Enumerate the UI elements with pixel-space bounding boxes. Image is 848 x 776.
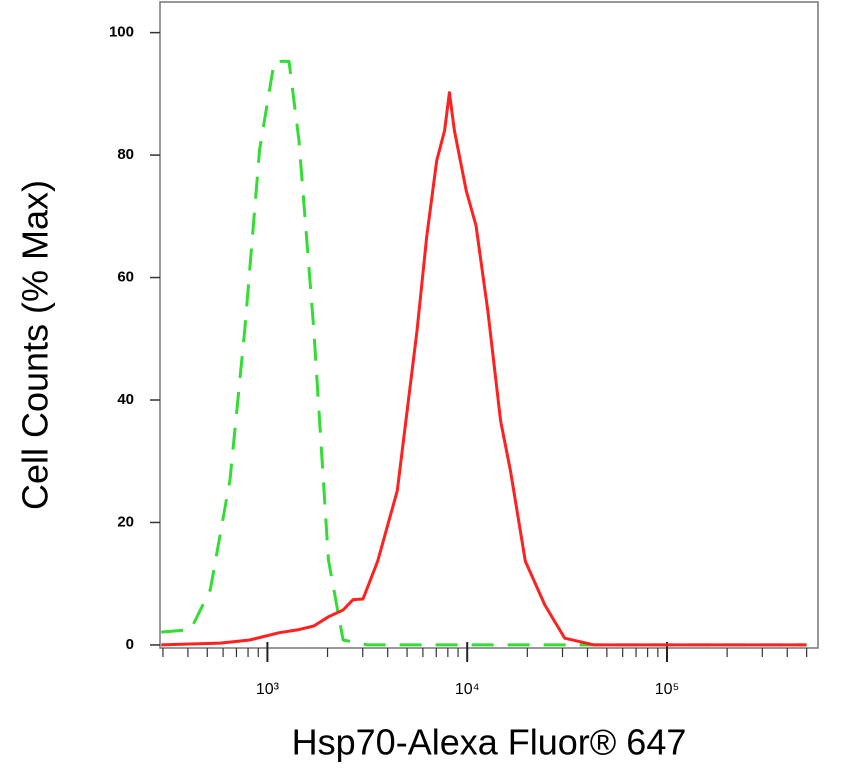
y-tick-label: 20 <box>117 513 134 530</box>
y-tick-label: 0 <box>126 636 134 653</box>
y-tick-label: 40 <box>117 391 134 408</box>
histogram-line <box>161 59 807 647</box>
x-axis-label: Hsp70-Alexa Fluor® 647 <box>292 722 687 763</box>
y-tick-label: 80 <box>117 146 134 163</box>
x-tick-label: 10⁴ <box>455 681 480 698</box>
histogram-line <box>161 91 807 647</box>
y-tick-label: 100 <box>109 24 134 41</box>
x-tick-label: 10⁵ <box>655 681 679 698</box>
y-tick-label: 60 <box>117 269 134 286</box>
y-axis-label: Cell Counts (% Max) <box>15 180 56 510</box>
plot-frame <box>159 1 819 649</box>
x-tick-label: 10³ <box>256 681 280 698</box>
